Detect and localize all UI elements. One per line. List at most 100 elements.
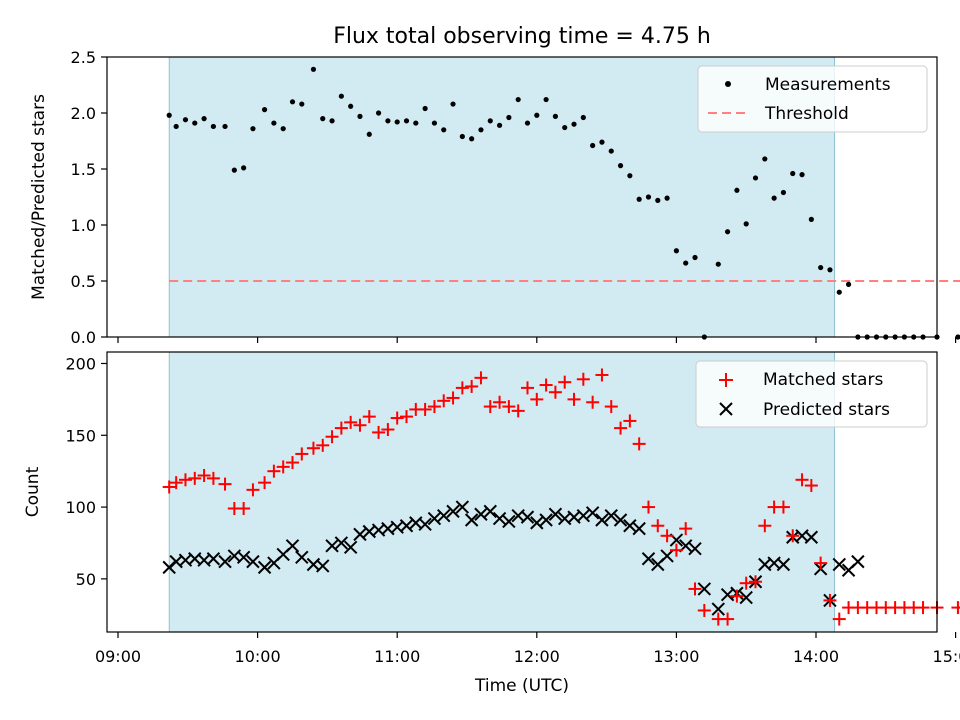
measurement-point [422,105,428,112]
predicted-star-point [623,519,637,533]
measurement-point [724,229,731,235]
predicted-star-point [711,602,725,616]
measurement-point [515,96,521,103]
predicted-star-point [832,557,846,572]
legend-measurements-label: Measurements [765,75,891,95]
top-y-tick-label: 1.5 [71,160,96,179]
measurement-point [366,131,372,137]
matched-star-point [520,381,534,395]
measurement-point [599,139,605,145]
top-legend: Measurements Threshold [697,65,928,133]
measurements-series [166,66,960,340]
measurement-point [506,114,512,121]
matched-star-point [758,519,772,533]
measurement-point [431,120,438,126]
matched-star-point [400,410,414,424]
measurement-point [231,167,237,173]
bottom-plot-frame [106,351,938,633]
legend-matched-marker [719,373,733,387]
measurement-point [413,120,419,126]
measurement-point [375,110,382,116]
predicted-star-point [632,521,646,536]
measurement-point [655,197,661,203]
measurement-point [836,289,842,295]
matched-star-point [539,378,553,392]
measurement-point [715,261,721,267]
top-y-tick-label: 0.5 [71,272,96,291]
matched-star-point [623,414,637,428]
matched-star-point [316,438,330,452]
measurement-point [394,119,400,125]
top-y-axis: 0.0 0.5 1.0 1.5 2.0 2.5 [71,48,107,347]
measurement-point [827,267,833,273]
measurement-point [955,334,960,340]
x-tick-label: 10:00 [235,647,281,666]
predicted-star-point [343,540,358,554]
matched-star-point [372,425,386,439]
predicted-star-point [739,590,753,605]
matched-star-point [206,471,220,485]
predicted-star-point [236,550,251,565]
measurement-point [441,127,447,133]
matched-star-point [446,391,460,405]
matched-star-point [814,556,828,570]
predicted-star-point [660,549,674,563]
matched-star-point [267,464,281,478]
measurement-point [673,248,680,254]
matched-star-point [437,394,451,408]
measurement-point [590,142,596,149]
measurement-point [271,120,277,126]
matched-star-point [258,476,272,490]
matched-star-point [474,371,488,385]
predicted-star-point [246,554,260,569]
measurement-point [385,118,391,124]
x-tick-label: 14:00 [793,647,839,666]
matched-star-point [390,411,404,425]
measurement-point [310,66,317,72]
matched-star-point [502,400,516,414]
matched-star-point [786,529,800,543]
x-tick-label: 11:00 [374,647,420,666]
matched-star-point [595,368,609,382]
predicted-star-point [257,560,272,575]
matched-star-point [548,385,562,399]
predicted-star-point [851,554,865,569]
measurement-point [743,221,749,227]
measurement-point [664,195,670,201]
legend-threshold-label: Threshold [764,104,849,124]
matched-star-point [246,483,260,497]
measurement-point [403,118,410,124]
matched-star-point [823,593,837,607]
matched-star-point [951,601,960,615]
measurement-point [357,113,363,119]
matched-star-point [325,430,339,444]
measurement-point [338,93,344,99]
measurement-point [790,170,796,177]
matched-star-point [749,575,763,589]
predicted-star-point [576,508,591,523]
matched-star-point [721,612,735,626]
top-y-tick-label: 1.0 [71,216,96,235]
matched-star-point [353,418,367,432]
measurement-point [210,123,216,130]
predicted-star-point [399,519,414,533]
predicted-star-point [483,504,497,519]
measurement-point [771,195,777,201]
bottom-y-tick-label: 200 [65,354,96,373]
measurement-point [552,113,559,119]
measurement-point [241,165,247,171]
legend-predicted-label: Predicted stars [763,400,890,420]
matched-star-point [567,392,581,406]
measurement-point [496,122,503,128]
predicted-star-point [595,513,609,527]
predicted-star-point [353,527,367,542]
predicted-star-point [446,504,460,519]
matched-star-point [169,476,183,490]
measurement-point [692,254,698,261]
x-tick-label: 12:00 [514,647,560,666]
predicted-star-point [206,552,221,566]
matched-star-point [776,500,790,514]
measurement-point [562,124,568,131]
matched-star-point [178,473,192,487]
predicted-star-point [427,511,442,526]
